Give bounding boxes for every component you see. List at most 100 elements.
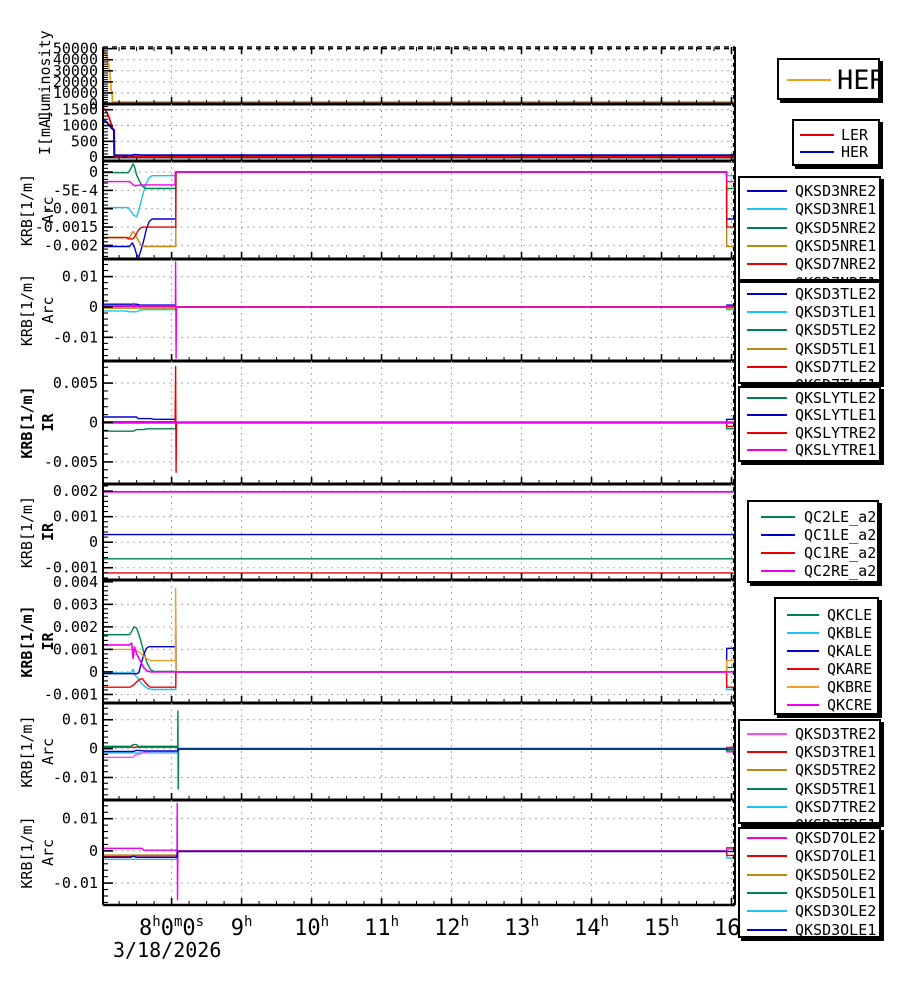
legend-item: QKSD7OLE2 (740, 829, 879, 847)
svg-text:0: 0 (89, 740, 98, 758)
svg-text:-0.0015: -0.0015 (35, 218, 98, 236)
legend-qc: QC2LE_a2 QC1LE_a2 QC1RE_a2 QC2RE_a2 (747, 500, 879, 583)
svg-text:0: 0 (89, 414, 98, 432)
svg-text:IR: IR (39, 522, 57, 541)
series-QKSD3TRE2 (103, 747, 735, 758)
series-QKSLYTRE2 (103, 365, 735, 473)
svg-text:-0.001: -0.001 (44, 200, 98, 218)
legend-item: QKSD7NRE2 (740, 255, 879, 273)
legend-label: QKSLYTRE1 (795, 441, 877, 460)
legend-item: QKSD3TLE2 (740, 285, 879, 303)
legend-item: QKSD3OLE2 (740, 902, 879, 920)
legend-item: HER (779, 62, 878, 98)
svg-text:0: 0 (89, 148, 98, 166)
svg-text:10h: 10h (294, 914, 329, 941)
legend-item: QKSD5NRE1 (740, 237, 879, 255)
panel-7-series (103, 710, 735, 790)
panel-2-krb: 0-5E-4-0.001-0.0015-0.002 KRB[1/m] Arc (18, 160, 736, 261)
legend-label: QKSD5TLE1 (795, 339, 877, 358)
legend-label: QKSD3NRE1 (795, 200, 877, 219)
svg-text:IR: IR (39, 413, 57, 432)
svg-text:1000: 1000 (62, 117, 98, 135)
panel-8-krb: 0.01 0 -0.01 KRB[1/m] Arc (18, 800, 736, 907)
panel-3-series (103, 261, 735, 359)
svg-text:9h: 9h (231, 914, 253, 941)
date-label: 3/18/2026 (113, 938, 221, 962)
legend-line-swatch (747, 190, 787, 193)
panel-3-krb: 0.01 0 -0.01 KRB[1/m] Arc (18, 259, 736, 363)
panel-0-series (102, 49, 735, 103)
legend-label: QKCRE (827, 696, 873, 714)
legend-line-swatch (747, 226, 787, 229)
svg-text:-0.005: -0.005 (44, 453, 98, 471)
legend-line-swatch (747, 329, 787, 332)
legend-item: QKBLE (776, 624, 877, 642)
legend-item: QKSD5OLE1 (740, 884, 879, 902)
legend-item: QKSD5NRE2 (740, 219, 879, 237)
series-QKBRE (103, 587, 735, 673)
legend-item: QKSD5TRE1 (740, 780, 879, 798)
legend-item: QKSD5OLE2 (740, 866, 879, 884)
legend-label: QKSD3NRE2 (795, 182, 877, 201)
series-QKSD7TLE1 (103, 261, 735, 359)
svg-text:0: 0 (89, 533, 98, 551)
legend-item: QC2RE_a2 (749, 562, 877, 580)
svg-text:0: 0 (89, 663, 98, 681)
svg-text:11h: 11h (364, 914, 399, 941)
svg-text:0: 0 (89, 163, 98, 181)
series-QKSD7TRE1 (103, 748, 735, 753)
legend-item: QKSD7TRE2 (740, 798, 879, 816)
legend-label: HER (837, 64, 878, 96)
svg-text:10000: 10000 (53, 84, 98, 102)
legend-item: QKCLE (776, 606, 877, 624)
svg-text:KRB[1/m]: KRB[1/m] (18, 174, 36, 246)
svg-text:0.003: 0.003 (53, 595, 98, 613)
svg-text:KRB[1/m]: KRB[1/m] (18, 715, 36, 787)
x-axis-labels: 8h0m0s9h10h11h12h13h14h15h16h3/18/2026 (113, 914, 749, 962)
legend-label: QC2LE_a2 (804, 508, 877, 526)
legend-line-swatch (747, 311, 787, 314)
legend-label: QKSD5NRE2 (795, 218, 877, 237)
svg-text:Luminosity: Luminosity (36, 30, 54, 120)
svg-text:Arc: Arc (39, 839, 57, 866)
legend-item: QKSD7TLE2 (740, 358, 879, 376)
series-QKSD3NRE1 (103, 171, 735, 218)
legend-line-swatch (747, 263, 787, 266)
series-QKSD7NRE1 (103, 171, 735, 187)
series-QKSD5TRE1 (103, 710, 735, 790)
svg-text:40000: 40000 (53, 51, 98, 69)
series-QKALE (103, 610, 735, 675)
svg-text:0.01: 0.01 (62, 268, 98, 286)
legend-line-swatch (747, 347, 787, 350)
legend-line-swatch (747, 293, 787, 296)
legend-label: QKSD3TLE2 (795, 285, 877, 304)
series-QKSLYTLE2 (103, 421, 735, 432)
svg-text:-0.001: -0.001 (44, 685, 98, 703)
legend-item: QKALE (776, 642, 877, 660)
legend-item: QC1RE_a2 (749, 544, 877, 562)
legend-line-swatch (747, 431, 787, 434)
legend-current: LER HER (792, 119, 880, 166)
legend-line-swatch (787, 614, 819, 616)
series-QKSD7NRE2 (103, 171, 735, 240)
svg-text:-0.001: -0.001 (44, 559, 98, 577)
legend-label: QKSD3OLE1 (795, 920, 877, 938)
svg-text:20000: 20000 (53, 73, 98, 91)
legend-line-swatch (787, 79, 831, 81)
panel-6-series (103, 587, 735, 691)
legend-label: QKSD7TLE1 (795, 376, 876, 382)
legend-line-swatch (747, 873, 787, 876)
legend-line-swatch (761, 570, 795, 572)
legend-line-swatch (761, 534, 795, 536)
legend-label: QKSLYTRE2 (795, 423, 877, 442)
legend-item: QKSD3TRE2 (740, 725, 879, 743)
legend-label: QKSD5TRE2 (795, 761, 877, 780)
legend-label: QKSD5TRE1 (795, 779, 877, 798)
legend-item: QKSD3NRE2 (740, 182, 879, 200)
legend-line-swatch (747, 245, 787, 248)
legend-item: QC1LE_a2 (749, 526, 877, 544)
legend-label: QKSD3TRE2 (795, 725, 877, 744)
legend-line-swatch (787, 686, 819, 688)
